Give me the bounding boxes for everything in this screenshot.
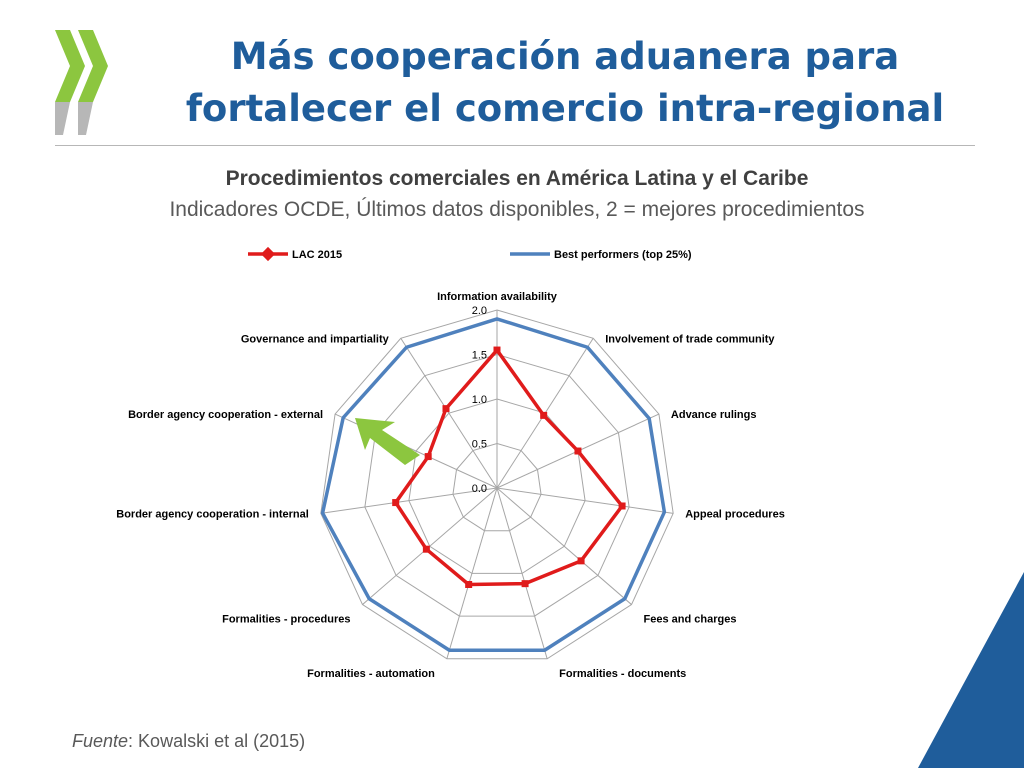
series-point: [577, 557, 585, 565]
series-point: [424, 453, 432, 461]
series-line: [393, 348, 624, 587]
series-line: [320, 317, 667, 653]
series-point: [422, 545, 430, 553]
tick-label: 2.0: [472, 305, 487, 317]
oecd-logo: [55, 30, 108, 135]
chart-legend: LAC 2015 Best performers (top 25%): [248, 246, 692, 262]
axis-labels: Information availability Involvement of t…: [116, 291, 785, 680]
series-point: [521, 580, 529, 588]
grid-spoke: [496, 487, 548, 659]
grid-spoke: [496, 487, 674, 514]
logo-chevron-2: [78, 30, 108, 102]
axis-label: Formalities - procedures: [222, 614, 350, 626]
radial-tick-labels: 0.0 0.5 1.0 1.5 2.0: [472, 305, 487, 495]
source-note: Fuente: Kowalski et al (2015): [72, 731, 305, 752]
radar-grid: [320, 309, 674, 660]
grid-spoke: [320, 487, 498, 514]
title-divider: [55, 145, 975, 146]
tick-label: 0.5: [472, 439, 487, 451]
radar-series: [320, 317, 667, 653]
series-point: [392, 499, 400, 507]
tick-label: 0.0: [472, 483, 487, 495]
axis-label: Involvement of trade community: [605, 333, 775, 345]
page-title-line-2: fortalecer el comercio intra-regional: [185, 87, 945, 130]
axis-label: Formalities - documents: [559, 668, 686, 680]
legend-label: LAC 2015: [292, 249, 342, 261]
series-point: [493, 346, 501, 354]
grid-spoke: [400, 337, 498, 489]
tick-label: 1.5: [472, 350, 487, 362]
axis-label: Advance rulings: [671, 409, 757, 421]
legend-label: Best performers (top 25%): [554, 249, 692, 261]
corner-triangle: [918, 572, 1024, 768]
source-prefix: Fuente: [72, 731, 129, 751]
series-point: [540, 411, 548, 419]
grid-ring: [320, 309, 674, 660]
source-text: : Kowalski et al (2015): [128, 731, 306, 751]
logo-chevron-1: [55, 30, 85, 102]
axis-label: Fees and charges: [644, 614, 737, 626]
logo-chevron-4: [78, 102, 93, 135]
logo-chevron-3: [55, 102, 70, 135]
grid-spoke: [496, 487, 632, 605]
series-point: [618, 502, 626, 510]
legend-marker: [260, 246, 276, 262]
axis-label: Formalities - automation: [307, 668, 435, 680]
grid-spoke: [446, 487, 498, 659]
axis-label: Information availability: [437, 291, 558, 303]
series-point: [465, 580, 473, 588]
highlight-arrow: [355, 418, 420, 465]
axis-label: Governance and impartiality: [241, 333, 390, 345]
axis-label: Border agency cooperation - internal: [116, 508, 309, 520]
grid-ring: [452, 442, 542, 532]
chart-description: Indicadores OCDE, Últimos datos disponib…: [169, 198, 865, 221]
series-point: [442, 405, 450, 413]
page-title-line-1: Más cooperación aduanera para: [230, 35, 900, 78]
axis-label: Appeal procedures: [685, 508, 785, 520]
tick-label: 1.0: [472, 394, 487, 406]
series-point: [574, 447, 582, 455]
chart-heading: Procedimientos comerciales en América La…: [225, 167, 809, 190]
axis-label: Border agency cooperation - external: [128, 409, 323, 421]
